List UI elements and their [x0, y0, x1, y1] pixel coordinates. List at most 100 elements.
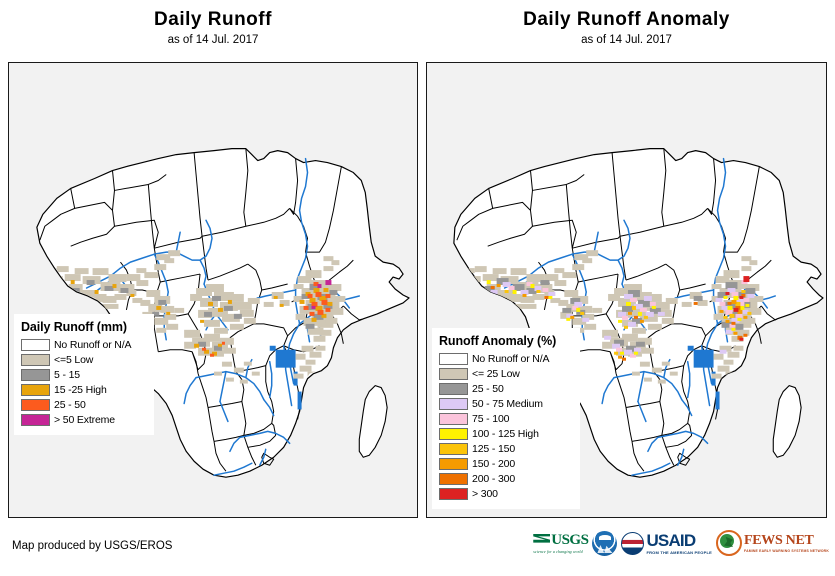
- anomaly-class-25-50: [484, 278, 756, 352]
- legend-row: 50 - 75 Medium: [439, 397, 572, 410]
- legend-swatch: [439, 412, 468, 425]
- map-subtitle-runoff: as of 14 Jul. 2017: [167, 33, 259, 46]
- legend-label: 200 - 300: [472, 472, 516, 485]
- legend-row: <= 25 Low: [439, 367, 572, 380]
- usgs-logo-text: USGS: [551, 531, 589, 548]
- legend-label: 25 - 50: [472, 382, 504, 395]
- africa-map-anomaly[interactable]: [427, 63, 826, 517]
- lake-malawi: [715, 391, 720, 410]
- usgs-logo[interactable]: USGS science for a changing world: [533, 529, 589, 557]
- footer-credit: Map produced by USGS/EROS: [12, 540, 173, 552]
- legend-swatch: [439, 472, 468, 485]
- usaid-logo[interactable]: USAID FROM THE AMERICAN PEOPLE: [621, 529, 712, 557]
- legend-row: <=5 Low: [21, 353, 146, 366]
- usaid-seal-icon: [621, 531, 645, 555]
- anomaly-class-extreme: [725, 276, 750, 341]
- madagascar-outline: [358, 384, 388, 458]
- legend-label: <=5 Low: [54, 353, 94, 366]
- legend-row: 15 -25 High: [21, 383, 146, 396]
- legend-row: 150 - 200: [439, 457, 572, 470]
- legend-swatch: [439, 367, 468, 380]
- page-title-anomaly: Daily Runoff Anomaly: [523, 9, 730, 30]
- legend-label: 75 - 100: [472, 412, 510, 425]
- usaid-logo-text: USAID: [646, 530, 696, 550]
- usaid-logo-tagline: FROM THE AMERICAN PEOPLE: [646, 549, 712, 555]
- legend-row: 100 - 125 High: [439, 427, 572, 440]
- legend-label: 50 - 75 Medium: [472, 397, 543, 410]
- legend-row: > 50 Extreme: [21, 413, 146, 426]
- legend-swatch: [21, 368, 50, 381]
- lake-malawi: [297, 391, 302, 410]
- usgs-logo-tagline: science for a changing world: [533, 548, 583, 554]
- map-panel-runoff[interactable]: Daily Runoff (mm) No Runoff or N/A <=5 Lo…: [8, 62, 418, 518]
- legend-row: 75 - 100: [439, 412, 572, 425]
- legend-swatch: [21, 353, 50, 366]
- anomaly-class-150-200: [496, 284, 748, 359]
- fews-net-logo[interactable]: FEWS NET FAMINE EARLY WARNING SYSTEMS NE…: [715, 529, 829, 557]
- legend-row: No Runoff or N/A: [439, 352, 572, 365]
- legend-entries-anomaly: No Runoff or N/A <= 25 Low 25 - 50 50 - 75 …: [439, 352, 572, 500]
- noaa-seal-icon: [592, 530, 618, 556]
- legend-row: 25 - 50: [439, 382, 572, 395]
- legend-anomaly: Runoff Anomaly (%) No Runoff or N/A <= 25…: [432, 328, 580, 509]
- anomaly-class-medium: [490, 282, 755, 355]
- land-mass: [453, 148, 824, 478]
- legend-row: 25 - 50: [21, 398, 146, 411]
- lake-victoria: [275, 349, 296, 368]
- legend-swatch: [21, 398, 50, 411]
- legend-row: 125 - 150: [439, 442, 572, 455]
- agency-logo-bar: USGS science for a changing world USAID …: [533, 528, 829, 558]
- fews-logo-tagline: FAMINE EARLY WARNING SYSTEMS NETWORK: [743, 548, 829, 553]
- legend-row: No Runoff or N/A: [21, 338, 146, 351]
- legend-swatch: [439, 427, 468, 440]
- legend-label: 15 -25 High: [54, 383, 107, 396]
- legend-label: No Runoff or N/A: [472, 352, 550, 365]
- legend-label: 150 - 200: [472, 457, 516, 470]
- legend-swatch: [439, 487, 468, 500]
- runoff-raster-layer: [44, 250, 346, 384]
- legend-swatch: [439, 397, 468, 410]
- africa-map-runoff[interactable]: [9, 63, 417, 517]
- map-title-block-anomaly: Daily Runoff Anomaly as of 14 Jul. 2017: [426, 9, 827, 47]
- legend-title-runoff: Daily Runoff (mm): [21, 320, 127, 334]
- legend-swatch: [439, 382, 468, 395]
- lake-kyoga: [687, 345, 694, 351]
- fews-globe-icon: [715, 530, 742, 556]
- anomaly-raster-layer: [462, 250, 764, 384]
- legend-swatch: [21, 383, 50, 396]
- runoff-class-veryhigh: [202, 282, 331, 357]
- lake-kyoga: [269, 345, 276, 351]
- legend-entries-runoff: No Runoff or N/A <=5 Low 5 - 15 15 -25 High…: [21, 338, 146, 426]
- page-title-runoff: Daily Runoff: [154, 9, 272, 30]
- map-title-block-runoff: Daily Runoff as of 14 Jul. 2017: [8, 9, 418, 47]
- legend-label: <= 25 Low: [472, 367, 520, 380]
- legend-swatch: [21, 413, 50, 426]
- madagascar-outline: [772, 384, 802, 458]
- legend-label: > 300: [472, 487, 498, 500]
- anomaly-class-125-150: [504, 290, 752, 355]
- lake-victoria: [693, 349, 714, 368]
- runoff-class-extreme: [311, 280, 332, 309]
- usgs-wave-icon: [533, 533, 551, 543]
- legend-label: 5 - 15: [54, 368, 80, 381]
- legend-swatch: [439, 457, 468, 470]
- legend-runoff: Daily Runoff (mm) No Runoff or N/A <=5 Lo…: [14, 314, 154, 435]
- legend-row: 5 - 15: [21, 368, 146, 381]
- legend-title-anomaly: Runoff Anomaly (%): [439, 334, 557, 348]
- noaa-logo[interactable]: [592, 529, 618, 557]
- legend-swatch: [439, 352, 468, 365]
- legend-swatch: [439, 442, 468, 455]
- anomaly-class-75-100: [508, 280, 750, 358]
- legend-label: 100 - 125 High: [472, 427, 539, 440]
- legend-label: 125 - 150: [472, 442, 516, 455]
- legend-label: > 50 Extreme: [54, 413, 115, 426]
- legend-row: 200 - 300: [439, 472, 572, 485]
- legend-swatch: [21, 338, 50, 351]
- fews-logo-text: FEWS NET: [743, 532, 814, 548]
- legend-row: > 300: [439, 487, 572, 500]
- map-panel-anomaly[interactable]: Runoff Anomaly (%) No Runoff or N/A <= 25…: [426, 62, 827, 518]
- map-subtitle-anomaly: as of 14 Jul. 2017: [581, 33, 672, 46]
- anomaly-class-high: [486, 280, 750, 355]
- legend-label: 25 - 50: [54, 398, 86, 411]
- legend-label: No Runoff or N/A: [54, 338, 132, 351]
